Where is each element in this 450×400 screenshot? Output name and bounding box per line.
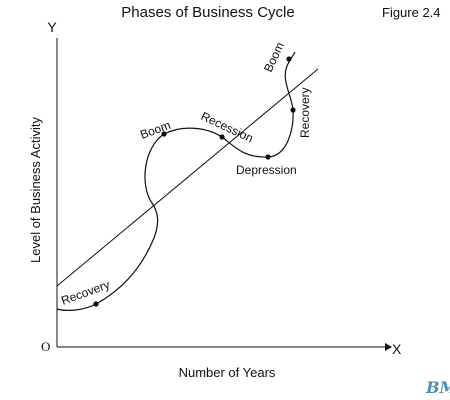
boom-label-1: Boom — [138, 118, 172, 142]
x-axis-letter: X — [392, 341, 402, 357]
recovery-label-1: Recovery — [59, 277, 111, 307]
origin-label: O — [41, 339, 50, 354]
recession-label: Recession — [199, 109, 256, 145]
recovery-point-1 — [93, 301, 99, 307]
y-axis-label: Level of Business Activity — [28, 117, 43, 263]
x-axis-arrowhead — [385, 343, 392, 351]
boom-label-2: Boom — [261, 40, 287, 74]
depression-label: Depression — [236, 163, 297, 177]
boom-point-1 — [161, 131, 167, 137]
trend-line — [56, 68, 319, 287]
recession-point — [219, 134, 225, 140]
boom-point-2 — [286, 56, 292, 62]
figure-label: Figure 2.4 — [382, 5, 441, 20]
recovery-point-2 — [290, 107, 296, 113]
recovery-label-2: Recovery — [298, 87, 312, 138]
depression-point — [265, 154, 271, 160]
y-axis-letter: Y — [47, 19, 57, 35]
diagram-title: Phases of Business Cycle — [121, 4, 294, 21]
watermark-logo: BMS — [425, 378, 450, 397]
business-cycle-curve — [56, 51, 296, 311]
x-axis-label: Number of Years — [179, 365, 276, 380]
